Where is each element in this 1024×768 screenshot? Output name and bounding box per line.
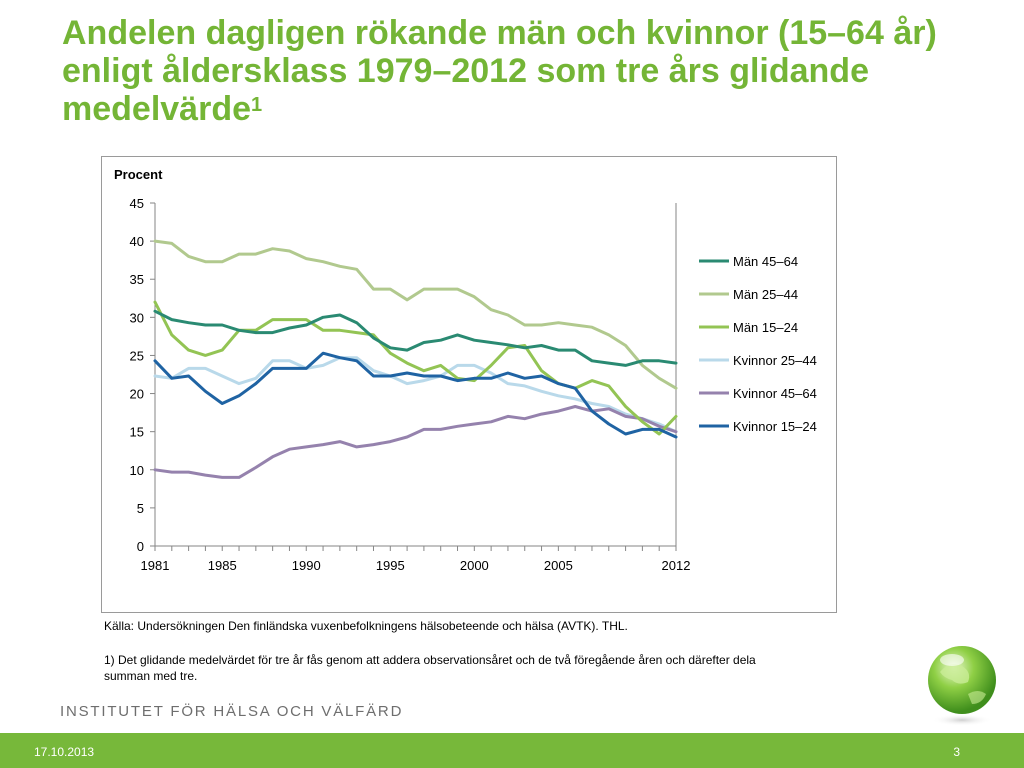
y-tick-label: 45: [130, 196, 144, 211]
slide-title: Andelen dagligen rökande män och kvinnor…: [62, 14, 1002, 128]
x-tick-label: 1981: [141, 558, 170, 573]
footer-date: 17.10.2013: [34, 745, 95, 759]
series-line-3: [153, 356, 678, 434]
y-tick-label: 25: [130, 348, 144, 363]
x-tick-label: 1985: [208, 558, 237, 573]
legend-label-5: Kvinnor 15–24: [733, 419, 817, 434]
legend-label-0: Män 45–64: [733, 254, 798, 269]
x-tick-label: 2005: [544, 558, 573, 573]
y-tick-label: 10: [130, 463, 144, 478]
y-tick-label: 5: [137, 501, 144, 516]
legend-label-2: Män 15–24: [733, 320, 798, 335]
chart-notes: Källa: Undersökningen Den finländska vux…: [104, 618, 784, 702]
slide-title-text: Andelen dagligen rökande män och kvinnor…: [62, 14, 937, 128]
y-tick-label: 0: [137, 539, 144, 554]
y-tick-label: 30: [130, 310, 144, 325]
x-tick-label: 2012: [662, 558, 691, 573]
y-tick-label: 35: [130, 272, 144, 287]
y-axis-title: Procent: [114, 167, 163, 182]
globe-logo-icon: [928, 646, 996, 726]
footnote-text: 1) Det glidande medelvärdet för tre år f…: [104, 653, 756, 683]
page-number: 3: [953, 745, 960, 759]
x-tick-label: 2000: [460, 558, 489, 573]
series-line-4: [153, 405, 678, 479]
y-tick-label: 20: [130, 387, 144, 402]
legend-label-1: Män 25–44: [733, 287, 798, 302]
series-line-0: [153, 309, 678, 367]
source-note: Källa: Undersökningen Den finländska vux…: [104, 619, 628, 633]
x-tick-label: 1990: [292, 558, 321, 573]
footer-bar: 17.10.2013 3: [0, 733, 1024, 768]
institute-name: INSTITUTET FÖR HÄLSA OCH VÄLFÄRD: [60, 703, 404, 720]
series-line-1: [153, 239, 678, 390]
legend-label-3: Kvinnor 25–44: [733, 353, 817, 368]
series-line-5: [153, 351, 678, 439]
line-chart: Procent 0 5 10 15 20 25 30 35 40 45 1981 1985 1990 199…: [114, 167, 817, 573]
y-tick-label: 15: [130, 425, 144, 440]
chart-container: Procent 0 5 10 15 20 25 30 35 40 45 1981 1985 1990 199…: [101, 156, 837, 613]
y-tick-label: 40: [130, 234, 144, 249]
legend-label-4: Kvinnor 45–64: [733, 386, 817, 401]
x-tick-label: 1995: [376, 558, 405, 573]
footnote-marker: 1: [251, 94, 263, 116]
